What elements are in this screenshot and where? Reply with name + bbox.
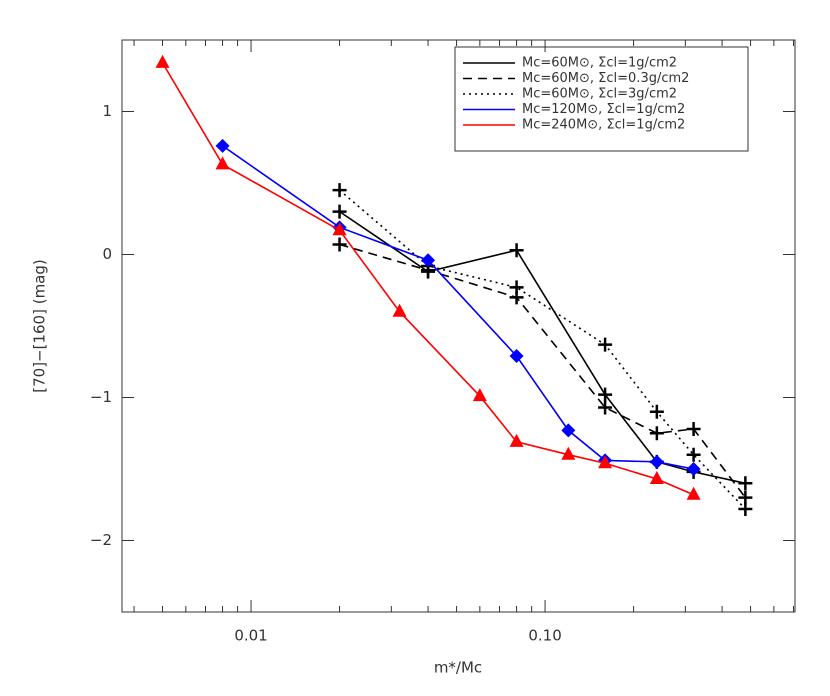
- point-marker: [598, 337, 613, 352]
- series-line: [161, 62, 694, 496]
- point-marker: [392, 303, 407, 317]
- point-marker: [332, 183, 347, 198]
- y-tick-label: 1: [102, 102, 112, 120]
- x-tick-label: 0.10: [528, 627, 561, 645]
- point-marker: [509, 433, 524, 447]
- series-line: [339, 243, 747, 499]
- legend-label: Mc=60M⊙, Σcl=0.3g/cm2: [522, 71, 689, 86]
- point-marker: [215, 156, 230, 170]
- point-marker: [155, 54, 170, 68]
- y-axis-label: [70]−[160] (mag): [31, 259, 49, 393]
- point-marker: [738, 502, 753, 517]
- point-marker: [686, 462, 701, 476]
- point-marker: [332, 237, 347, 252]
- point-marker: [215, 138, 230, 153]
- series-line: [339, 210, 746, 485]
- point-marker: [561, 446, 576, 460]
- legend-label: Mc=240M⊙, Σcl=1g/cm2: [522, 118, 685, 133]
- series-line: [222, 145, 694, 470]
- point-marker: [509, 243, 524, 258]
- point-marker: [509, 349, 524, 364]
- x-axis-label: m*/Mc: [434, 659, 482, 677]
- point-marker: [649, 454, 664, 469]
- legend-label: Mc=60M⊙, Σcl=3g/cm2: [522, 87, 677, 102]
- point-marker: [649, 471, 664, 485]
- point-marker: [649, 404, 664, 419]
- point-marker: [561, 423, 576, 438]
- y-tick-label: −1: [90, 388, 112, 406]
- plot-frame: [121, 39, 796, 613]
- point-marker: [598, 387, 613, 402]
- legend-label: Mc=60M⊙, Σcl=1g/cm2: [522, 56, 677, 71]
- point-marker: [332, 204, 347, 219]
- legend-box: [454, 46, 749, 152]
- point-marker: [649, 426, 664, 441]
- point-marker: [332, 222, 347, 236]
- point-marker: [686, 421, 701, 436]
- point-marker: [738, 476, 753, 491]
- series-line: [339, 189, 746, 510]
- point-marker: [686, 486, 701, 500]
- point-marker: [472, 388, 487, 402]
- y-tick-label: 0: [102, 245, 112, 263]
- y-tick-label: −2: [90, 531, 112, 549]
- x-tick-label: 0.01: [234, 627, 267, 645]
- point-marker: [421, 253, 436, 268]
- point-marker: [598, 455, 613, 469]
- point-marker: [598, 400, 613, 415]
- legend-label: Mc=120M⊙, Σcl=1g/cm2: [522, 102, 685, 117]
- point-marker: [686, 447, 701, 462]
- point-marker: [509, 280, 524, 295]
